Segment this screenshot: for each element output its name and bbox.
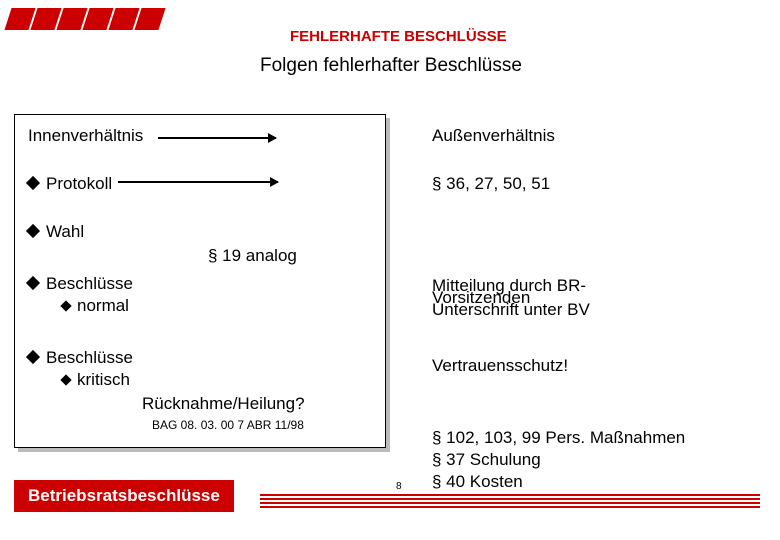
par-kosten: § 40 Kosten — [432, 472, 762, 492]
right-paragraphs-1: § 36, 27, 50, 51 — [432, 174, 762, 204]
item-beschluesse-kritisch: Beschlüsse — [28, 348, 388, 368]
left-column: Innenverhältnis Protokoll Wahl Beschlüss… — [28, 126, 388, 432]
par-schulung: § 37 Schulung — [432, 450, 762, 470]
item-protokoll: Protokoll — [28, 174, 388, 204]
page-number: 8 — [396, 481, 402, 492]
mitteilung: Mitteilung durch BR- Vorsitzenden Unters… — [432, 276, 762, 316]
item-beschluesse-normal-label: Beschlüsse — [46, 274, 133, 293]
sub-kritisch-label: kritisch — [77, 370, 130, 389]
par-massnahmen: § 102, 103, 99 Pers. Maßnahmen — [432, 428, 762, 448]
rucknahme-text: Rücknahme/Heilung? — [142, 394, 388, 414]
item-wahl-label: Wahl — [46, 222, 84, 241]
item-beschluesse-normal: Beschlüsse — [28, 274, 388, 294]
slide-title: Folgen fehlerhafter Beschlüsse — [260, 55, 522, 77]
sub-normal: normal — [62, 296, 388, 316]
mitteilung-unterschrift: Unterschrift unter BV — [432, 300, 590, 320]
right-heading: Außenverhältnis — [432, 126, 762, 156]
vertrauensschutz: Vertrauensschutz! — [432, 356, 762, 376]
header-bars — [8, 8, 162, 30]
left-heading: Innenverhältnis — [28, 126, 388, 156]
slide-category: FEHLERHAFTE BESCHLÜSSE — [290, 28, 522, 45]
analog-text: § 19 analog — [208, 246, 297, 266]
item-beschluesse-kritisch-label: Beschlüsse — [46, 348, 133, 367]
right-column: Außenverhältnis § 36, 27, 50, 51 Mitteil… — [432, 126, 762, 494]
sub-normal-label: normal — [77, 296, 129, 315]
item-wahl: Wahl — [28, 222, 388, 242]
footer-stripes — [260, 494, 760, 508]
item-protokoll-label: Protokoll — [46, 174, 112, 193]
sub-kritisch: kritisch — [62, 370, 388, 390]
title-area: FEHLERHAFTE BESCHLÜSSE Folgen fehlerhaft… — [260, 28, 522, 77]
footer-label: Betriebsratsbeschlüsse — [14, 480, 234, 512]
bag-citation: BAG 08. 03. 00 7 ABR 11/98 — [152, 418, 388, 432]
